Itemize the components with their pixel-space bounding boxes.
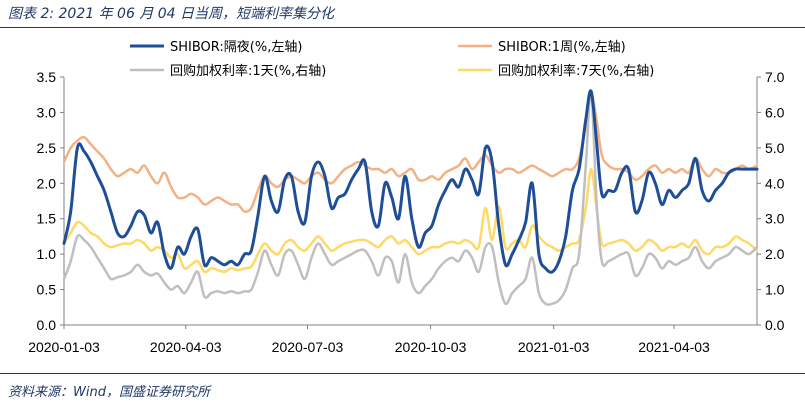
chart-title: 图表 2: 2021 年 06 月 04 日当周，短端利率集分化 (8, 6, 335, 22)
y-left-tick-label: 0.5 (37, 282, 57, 298)
x-tick-label: 2020-10-03 (395, 339, 467, 355)
source-note: 资料来源：Wind，国盛证券研究所 (8, 385, 210, 400)
axes-layer: 0.0 0.5 1.0 1.5 2.0 2.5 3.0 3.5 0.0 1.0 2.0 3.0 4.0 5… (28, 69, 784, 355)
y-right-tick-label: 0.0 (765, 317, 785, 333)
legend: SHIBOR:隔夜(%,左轴) SHIBOR:1周(%,左轴) 回购加权利率:1天(… (130, 40, 654, 79)
y-right-tick-label: 5.0 (765, 140, 785, 156)
y-right-tick-label: 3.0 (765, 211, 785, 227)
series-layer (62, 89, 759, 306)
title-divider (0, 27, 805, 28)
y-right-tick-label: 2.0 (765, 246, 785, 262)
legend-label-1: SHIBOR:1周(%,左轴) (498, 40, 626, 55)
y-left-tick-label: 0.0 (37, 317, 57, 333)
y-left-tick-label: 3.0 (37, 104, 57, 120)
legend-label-3: 回购加权利率:7天(%,右轴) (498, 63, 654, 79)
series-line-0 (62, 89, 759, 274)
legend-label-2: 回购加权利率:1天(%,右轴) (170, 63, 326, 79)
x-tick-label: 2020-07-03 (272, 339, 344, 355)
y-left-tick-label: 3.5 (37, 69, 57, 85)
series-line-2 (62, 89, 759, 306)
footer-divider (0, 373, 805, 374)
y-right-tick-label: 4.0 (765, 175, 785, 191)
y-right-tick-label: 1.0 (765, 282, 785, 298)
series-line-1 (62, 93, 759, 214)
x-tick-label: 2020-04-03 (150, 339, 222, 355)
series-line-3 (62, 167, 759, 274)
y-right-tick-label: 6.0 (765, 104, 785, 120)
y-left-tick-label: 2.0 (37, 175, 57, 191)
x-tick-label: 2021-01-03 (518, 339, 590, 355)
y-right-tick-label: 7.0 (765, 69, 785, 85)
legend-label-0: SHIBOR:隔夜(%,左轴) (170, 40, 302, 55)
x-tick-label: 2020-01-03 (28, 339, 100, 355)
line-chart: 0.0 0.5 1.0 1.5 2.0 2.5 3.0 3.5 0.0 1.0 2.0 3.0 4.0 5… (28, 40, 784, 355)
y-left-tick-label: 1.5 (37, 211, 57, 227)
y-left-tick-label: 2.5 (37, 140, 57, 156)
y-left-tick-label: 1.0 (37, 246, 57, 262)
x-tick-label: 2021-04-03 (638, 339, 710, 355)
